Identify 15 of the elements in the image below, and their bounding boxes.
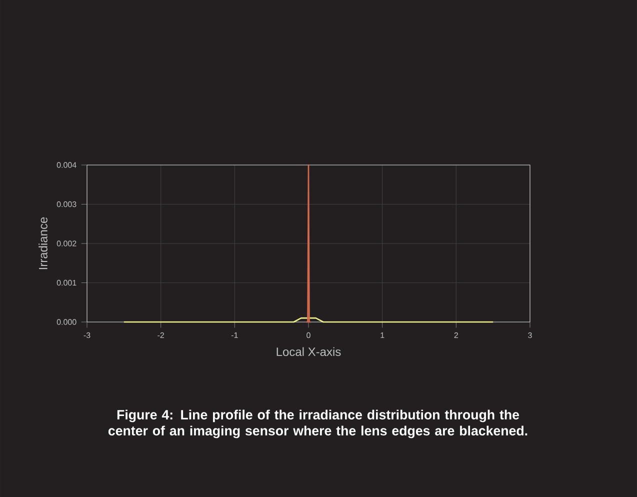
y-axis-title: Irradiance	[38, 217, 48, 270]
x-tick-label: -1	[231, 332, 238, 338]
x-tick-label: 3	[528, 332, 532, 338]
x-tick-label: 2	[454, 332, 458, 338]
x-tick-label: 0	[306, 332, 310, 338]
y-tick-label: 0.000	[56, 319, 76, 325]
x-axis-title: Local X-axis	[276, 347, 341, 356]
y-tick-label: 0.004	[56, 162, 76, 168]
y-tick-label: 0.002	[56, 240, 76, 246]
x-tick-label: -3	[84, 332, 90, 338]
y-tick-label: 0.003	[56, 201, 76, 208]
y-tick-label: 0.001	[56, 280, 76, 286]
x-tick-label: 1	[380, 332, 384, 338]
caption: Figure 4: Line profile of the irradiance distribution through the center of an imaging sensor where the lens edges are blackened.	[108, 410, 528, 438]
x-tick-label: -2	[158, 332, 164, 338]
